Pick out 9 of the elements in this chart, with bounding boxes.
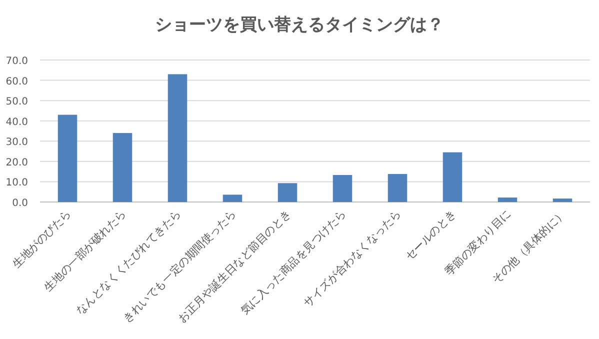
- title: ショーツを買い替えるタイミングは？: [155, 15, 444, 35]
- y-tick-label: 60.0: [6, 76, 28, 88]
- y-tick-label: 0.0: [12, 198, 28, 209]
- y-tick-label: 50.0: [6, 96, 28, 108]
- y-tick-label: 10.0: [6, 178, 28, 189]
- y-tick-label: 70.0: [6, 56, 28, 67]
- y-tick-label: 20.0: [6, 157, 28, 168]
- y-tick-label: 30.0: [6, 137, 28, 148]
- y-tick-label: 40.0: [6, 116, 28, 128]
